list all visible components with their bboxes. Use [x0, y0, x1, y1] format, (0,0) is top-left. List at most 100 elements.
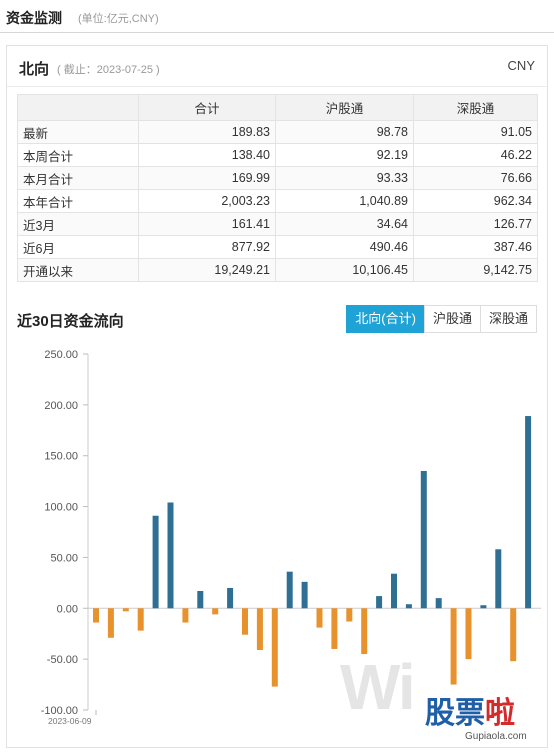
row-label: 本周合计 [17, 143, 139, 167]
total-cell: 169.99 [138, 166, 276, 190]
chart-title: 近30日资金流向 [17, 313, 124, 330]
x-tick-label: 2023-06-09 [48, 716, 92, 726]
row-label: 最新 [17, 120, 139, 144]
outflow-bar [107, 608, 114, 638]
outflow-bar [465, 608, 472, 660]
row-label: 本年合计 [17, 189, 139, 213]
row-label: 近3月 [17, 212, 139, 236]
watermark-url: Gupiaola.com [465, 731, 527, 742]
total-cell: 189.83 [138, 120, 276, 144]
y-tick-label: -100.00 [41, 705, 78, 717]
page-title: 资金监测 [6, 10, 62, 26]
column-header: 沪股通 [275, 94, 414, 121]
y-tick-label: 200.00 [44, 400, 78, 412]
total-cell: 161.41 [138, 212, 276, 236]
shanghai-cell: 34.64 [275, 212, 414, 236]
tab-shenzhen-connect[interactable]: 深股通 [479, 305, 537, 333]
watermark-logo-part: 啦 [485, 697, 515, 730]
tab-shanghai-connect[interactable]: 沪股通 [423, 305, 481, 333]
y-tick-label: 250.00 [44, 349, 78, 361]
y-tick-label: 0.00 [57, 603, 78, 615]
inflow-bar [152, 515, 159, 609]
shenzhen-cell: 91.05 [413, 120, 538, 144]
shenzhen-cell: 126.77 [413, 212, 538, 236]
shenzhen-cell: 387.46 [413, 235, 538, 259]
table-row: 开通以来 19,249.21 10,106.45 9,142.75 [17, 258, 538, 282]
outflow-bar [361, 608, 368, 655]
inflow-bar [227, 587, 234, 609]
inflow-bar [480, 605, 487, 609]
inflow-bar [376, 596, 383, 609]
inflow-bar [167, 502, 174, 609]
outflow-bar [242, 608, 248, 635]
outflow-bar [137, 608, 144, 631]
y-tick-label: 150.00 [44, 451, 78, 463]
table-row: 最新 189.83 98.78 91.05 [17, 120, 538, 144]
outflow-bar [93, 608, 99, 623]
outflow-bar [256, 608, 263, 650]
outflow-bar [316, 608, 323, 628]
outflow-bar [182, 608, 189, 623]
panel-title: 北向 [19, 61, 50, 78]
total-cell: 877.92 [138, 235, 276, 259]
row-label: 本月合计 [17, 166, 139, 190]
shanghai-cell: 92.19 [275, 143, 414, 167]
inflow-bar [301, 581, 308, 609]
shenzhen-cell: 9,142.75 [413, 258, 538, 282]
total-cell: 2,003.23 [138, 189, 276, 213]
table-row: 近3月 161.41 34.64 126.77 [17, 212, 538, 236]
watermark-logo-part: 股票 [425, 697, 485, 730]
flow-summary-table: 合计 沪股通 深股通 最新 189.83 98.78 91.05 本周合计 13… [17, 94, 538, 282]
shenzhen-cell: 76.66 [413, 166, 538, 190]
watermark-text: Wi [340, 651, 416, 723]
column-header: 合计 [138, 94, 276, 121]
chart-area: 250.00 200.00 150.00 100.00 50.00 0.00 -50.00 -… [7, 342, 547, 747]
shanghai-cell: 93.33 [275, 166, 414, 190]
table-row: 本年合计 2,003.23 1,040.89 962.34 [17, 189, 538, 213]
watermark-logo: 股票啦 [425, 688, 515, 732]
northbound-panel: 北向 ( 截止：2023-07-25 ) CNY 合计 沪股通 深股通 最新 1… [6, 45, 548, 748]
inflow-bar [405, 604, 412, 609]
inflow-bar [391, 573, 397, 609]
unit-label: (单位:亿元,CNY) [78, 13, 159, 25]
outflow-bar [346, 608, 353, 622]
inflow-bar [525, 416, 532, 609]
table-row: 近6月 877.92 490.46 387.46 [17, 235, 538, 259]
table-header-row: 合计 沪股通 深股通 [17, 94, 538, 121]
outflow-bar [212, 608, 219, 615]
shanghai-cell: 490.46 [275, 235, 414, 259]
shanghai-cell: 98.78 [275, 120, 414, 144]
column-header: 深股通 [413, 94, 538, 121]
y-tick-label: 100.00 [44, 502, 78, 514]
currency-label: CNY [507, 58, 535, 73]
flow-bar-chart: 250.00 200.00 150.00 100.00 50.00 0.00 -50.00 -… [41, 349, 541, 726]
inflow-bar [420, 470, 427, 609]
y-tick-label: -50.00 [47, 654, 78, 666]
table-row: 本周合计 138.40 92.19 46.22 [17, 143, 538, 167]
row-label: 近6月 [17, 235, 139, 259]
total-cell: 19,249.21 [138, 258, 276, 282]
panel-header: 北向 ( 截止：2023-07-25 ) CNY [7, 46, 547, 87]
shanghai-cell: 10,106.45 [275, 258, 414, 282]
shenzhen-cell: 962.34 [413, 189, 538, 213]
chart-tabs: 北向(合计) 沪股通 深股通 [346, 305, 537, 333]
shenzhen-cell: 46.22 [413, 143, 538, 167]
inflow-bar [495, 549, 502, 609]
outflow-bar [510, 608, 517, 662]
row-label: 开通以来 [17, 258, 139, 282]
outflow-bar [271, 608, 278, 687]
outflow-bar [331, 608, 338, 649]
inflow-bar [197, 590, 204, 609]
shanghai-cell: 1,040.89 [275, 189, 414, 213]
as-of-date: ( 截止：2023-07-25 ) [57, 64, 160, 76]
inflow-bar [286, 571, 293, 609]
y-tick-label: 50.00 [50, 552, 78, 564]
outflow-bar [450, 608, 457, 685]
outflow-bar [122, 608, 129, 612]
top-header: 资金监测 (单位:亿元,CNY) [0, 0, 554, 33]
column-header [17, 94, 139, 121]
total-cell: 138.40 [138, 143, 276, 167]
inflow-bar [435, 598, 442, 609]
table-row: 本月合计 169.99 93.33 76.66 [17, 166, 538, 190]
tab-northbound-total[interactable]: 北向(合计) [346, 305, 425, 333]
